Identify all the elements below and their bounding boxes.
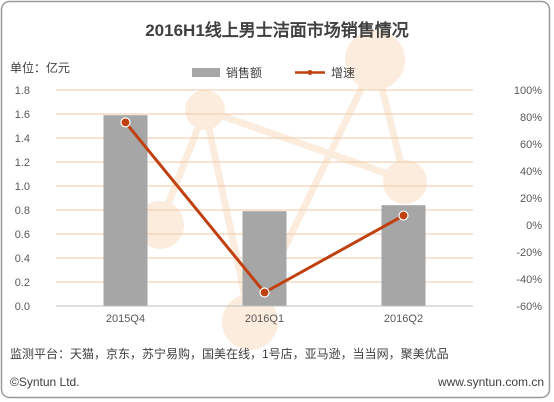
- right-axis: -60% -40% -20% 0% 20% 40% 60% 80% 100%: [514, 85, 542, 313]
- growth-point-2016Q1: [259, 287, 270, 298]
- left-tick-label: 0.2: [15, 277, 30, 289]
- x-tick-label: 2016Q1: [245, 313, 284, 325]
- footer-copyright: ©Syntun Ltd.: [10, 375, 80, 389]
- bar-series: [103, 115, 426, 306]
- chart-title: 2016H1线上男士洁面市场销售情况: [145, 20, 409, 40]
- x-tick-label: 2016Q2: [384, 313, 423, 325]
- left-axis: 0.0 0.2 0.4 0.6 0.8 1.0 1.2 1.4 1.6 1.8: [15, 85, 30, 313]
- left-tick-label: 0.6: [15, 229, 30, 241]
- left-tick-label: 0.4: [15, 253, 30, 265]
- right-tick-label: 60%: [520, 139, 542, 151]
- left-tick-label: 0.8: [15, 205, 30, 217]
- x-axis: 2015Q4 2016Q1 2016Q2: [106, 313, 423, 325]
- left-tick-label: 0.0: [15, 301, 30, 313]
- unit-label: 单位：亿元: [10, 60, 70, 75]
- legend-line-label: 增速: [331, 66, 355, 80]
- left-tick-label: 1.4: [15, 133, 30, 145]
- left-tick-label: 1.8: [15, 85, 30, 97]
- left-tick-label: 1.0: [15, 181, 30, 193]
- growth-point-2015Q4: [120, 117, 131, 128]
- right-tick-label: 80%: [520, 112, 542, 124]
- watermark-graphic: [136, 30, 427, 350]
- legend-line-marker: [307, 70, 313, 75]
- right-tick-label: -40%: [516, 274, 542, 286]
- right-tick-label: -60%: [516, 301, 542, 313]
- right-tick-label: -20%: [516, 247, 542, 259]
- right-tick-label: 20%: [520, 193, 542, 205]
- line-series: [120, 117, 409, 298]
- bar-2015Q4: [103, 115, 148, 306]
- footer-website: www.syntun.com.cn: [437, 375, 544, 389]
- legend-bar-label: 销售额: [226, 65, 262, 80]
- legend: 销售额 增速: [192, 65, 355, 80]
- growth-point-2016Q2: [398, 210, 409, 221]
- left-tick-label: 1.2: [15, 157, 30, 169]
- legend-bar-swatch: [192, 68, 220, 77]
- source-note: 监测平台：天猫，京东，苏宁易购，国美在线，1号店，亚马逊，当当网，聚美优品: [10, 346, 449, 361]
- left-tick-label: 1.6: [15, 109, 30, 121]
- x-tick-label: 2015Q4: [106, 313, 145, 325]
- right-tick-label: 100%: [514, 85, 542, 97]
- right-tick-label: 40%: [520, 166, 542, 178]
- right-tick-label: 0%: [526, 220, 542, 232]
